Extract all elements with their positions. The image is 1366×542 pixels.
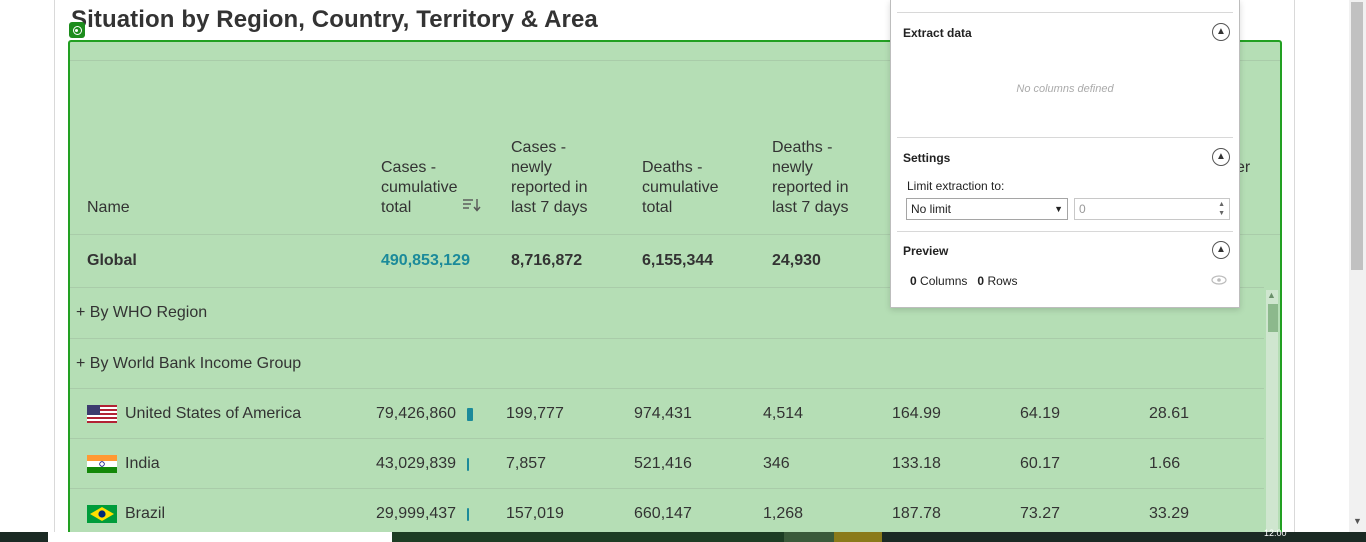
columns-label: Columns [920, 274, 968, 288]
group-who-region[interactable]: + By WHO Region [76, 304, 208, 321]
metric-col-7: 1.66 [1149, 455, 1181, 472]
taskbar-app-active[interactable] [784, 532, 834, 542]
panel-divider [897, 231, 1233, 232]
selection-target-icon[interactable] [69, 22, 85, 38]
page-scrollbar[interactable]: ▼ [1349, 0, 1366, 542]
page-border-right [1294, 0, 1295, 542]
deaths-7days: 1,268 [763, 505, 804, 522]
taskbar-clock[interactable]: 12:00 [1264, 528, 1287, 538]
metric-col-5: 133.18 [892, 455, 941, 472]
global-deaths-cumulative: 6,155,344 [642, 252, 714, 269]
scroll-down-icon[interactable]: ▼ [1353, 516, 1362, 526]
metric-col-6: 64.19 [1020, 405, 1061, 422]
india-flag-icon [87, 455, 117, 473]
us-flag-icon [87, 405, 117, 423]
metric-col-6: 60.17 [1020, 455, 1061, 472]
no-columns-message: No columns defined [1016, 83, 1114, 95]
sort-descending-icon[interactable] [463, 198, 481, 215]
group-world-bank[interactable]: + By World Bank Income Group [76, 355, 302, 372]
spinner-icon[interactable]: ▲ ▼ [1218, 201, 1225, 217]
global-cases-cumulative: 490,853,129 [381, 252, 470, 269]
global-cases-7days: 8,716,872 [511, 252, 583, 269]
preview-stats: 0 Columns 0 Rows [910, 274, 1017, 288]
cases-7days: 199,777 [506, 405, 564, 422]
page-border-left [54, 0, 55, 542]
taskbar-app-highlight[interactable] [834, 532, 882, 542]
rows-count: 0 [977, 274, 985, 288]
cases-7days: 157,019 [506, 505, 564, 522]
preview-title: Preview [903, 244, 949, 258]
cases-bar [467, 458, 469, 471]
country-name[interactable]: India [125, 455, 160, 472]
deaths-cumulative: 974,431 [634, 405, 692, 422]
header-deaths-cumulative[interactable]: Deaths - cumulative total [642, 159, 719, 216]
cases-cumulative: 79,426,860 [376, 405, 457, 422]
cases-7days: 7,857 [506, 455, 547, 472]
collapse-settings-icon[interactable]: ▲ [1212, 148, 1230, 166]
cases-cumulative: 43,029,839 [376, 455, 457, 472]
collapse-extract-icon[interactable]: ▲ [1212, 23, 1230, 41]
taskbar-apps[interactable] [392, 532, 784, 542]
limit-extraction-label: Limit extraction to: [907, 179, 1005, 193]
extract-panel: Extract data ▲ No columns defined Settin… [890, 0, 1240, 308]
collapse-preview-icon[interactable]: ▲ [1212, 241, 1230, 259]
cases-bar [467, 408, 473, 421]
header-bottom-divider [70, 234, 1280, 235]
global-name: Global [87, 252, 137, 269]
header-cases-cumulative[interactable]: Cases - cumulative total [381, 159, 458, 216]
chevron-down-icon: ▼ [1054, 204, 1063, 214]
rows-label: Rows [987, 274, 1018, 288]
panel-divider [897, 137, 1233, 138]
section-title: Situation by Region, Country, Territory … [71, 6, 598, 33]
extract-data-title: Extract data [903, 26, 972, 40]
row-divider [70, 287, 1264, 288]
header-cases-7days[interactable]: Cases - newly reported in last 7 days [511, 139, 588, 216]
panel-divider [897, 12, 1233, 13]
limit-number-value: 0 [1079, 202, 1086, 216]
cases-bar [467, 508, 469, 521]
row-divider [70, 438, 1264, 439]
deaths-cumulative: 660,147 [634, 505, 692, 522]
country-name[interactable]: Brazil [125, 505, 166, 522]
metric-col-5: 187.78 [892, 505, 941, 522]
taskbar-search[interactable] [48, 532, 392, 542]
header-name[interactable]: Name [87, 199, 130, 216]
row-divider [70, 388, 1264, 389]
row-divider [70, 338, 1264, 339]
metric-col-7: 28.61 [1149, 405, 1190, 422]
eye-icon[interactable] [1211, 273, 1227, 288]
taskbar: 12:00 [0, 528, 1366, 542]
metric-col-5: 164.99 [892, 405, 941, 422]
country-name[interactable]: United States of America [125, 405, 302, 422]
deaths-7days: 4,514 [763, 405, 804, 422]
table-scrollbar[interactable]: ▲ [1266, 290, 1278, 542]
settings-title: Settings [903, 151, 951, 165]
limit-select[interactable]: No limit ▼ [906, 198, 1068, 220]
deaths-7days: 346 [763, 455, 790, 472]
table-scrollbar-thumb[interactable] [1268, 304, 1278, 332]
page-scrollbar-thumb[interactable] [1351, 2, 1363, 270]
row-divider [70, 488, 1264, 489]
cases-cumulative: 29,999,437 [376, 505, 457, 522]
scroll-up-icon[interactable]: ▲ [1267, 290, 1276, 300]
limit-number-input[interactable]: 0 ▲ ▼ [1074, 198, 1230, 220]
deaths-cumulative: 521,416 [634, 455, 692, 472]
global-deaths-7days: 24,930 [772, 252, 821, 269]
metric-col-7: 33.29 [1149, 505, 1190, 522]
header-top-divider [70, 60, 1280, 61]
limit-select-value: No limit [911, 202, 952, 216]
columns-count: 0 [910, 274, 917, 288]
metric-col-6: 73.27 [1020, 505, 1061, 522]
brazil-flag-icon [87, 505, 117, 523]
header-deaths-7days[interactable]: Deaths - newly reported in last 7 days [772, 139, 849, 216]
